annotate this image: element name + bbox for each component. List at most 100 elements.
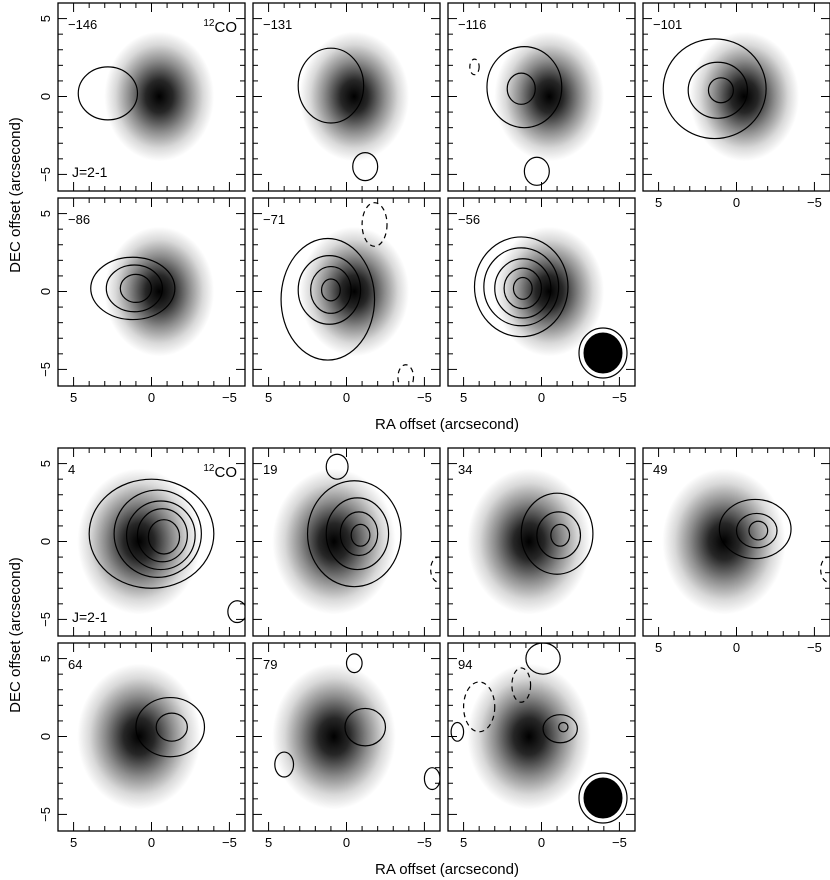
contour-line [320, 278, 341, 302]
y-axis-title-top: DEC offset (arcsecond) [7, 117, 24, 273]
x-tick-label: 5 [70, 835, 77, 850]
x-tick-label: −5 [417, 835, 432, 850]
beam-marker [583, 777, 623, 819]
noise-contour [430, 556, 440, 583]
emission-map [104, 226, 215, 357]
x-tick-label: −5 [612, 835, 627, 850]
x-tick-label: 0 [148, 835, 155, 850]
velocity-label: −146 [68, 17, 97, 32]
y-tick-label: 5 [38, 15, 53, 22]
contour-line [306, 480, 402, 588]
x-tick-label: 0 [733, 195, 740, 210]
noise-contour [450, 721, 465, 742]
contour-line [718, 498, 792, 560]
noise-contour [325, 453, 349, 480]
channel-panel: 94 5 0 −5 [447, 642, 636, 850]
velocity-label: −116 [458, 17, 486, 32]
contour-line [105, 264, 164, 313]
contour-line [155, 712, 188, 742]
contour-line [113, 489, 202, 578]
x-tick-label: 5 [265, 835, 272, 850]
noise-contour [361, 202, 388, 247]
emission-map [272, 468, 396, 615]
channel-panel: −86 5 0 −5 5 0 −5 [38, 197, 246, 405]
y-tick-label: 0 [38, 288, 53, 295]
y-axis-title-bottom: DEC offset (arcsecond) [7, 557, 24, 713]
noise-contour [274, 751, 295, 778]
x-tick-label: 0 [733, 640, 740, 655]
beam-marker [583, 332, 623, 374]
velocity-label: −71 [263, 212, 285, 227]
y-tick-label: −5 [38, 362, 53, 377]
emission-map [77, 468, 201, 615]
velocity-label: 34 [458, 462, 472, 477]
channel-panel: −56 5 0 −5 [447, 197, 636, 405]
channel-panel: 49 5 0 −5 [642, 447, 830, 655]
contour-line [310, 265, 352, 314]
velocity-label: −131 [263, 17, 292, 32]
noise-contour [397, 364, 415, 386]
beam-outline [578, 327, 628, 379]
x-tick-label: −5 [612, 390, 627, 405]
contour-line [473, 236, 569, 338]
x-axis-title-bottom: RA offset (arcsecond) [375, 861, 519, 878]
x-tick-label: 5 [655, 640, 662, 655]
noise-contour [227, 600, 245, 624]
x-tick-label: −5 [222, 390, 237, 405]
emission-map [467, 468, 591, 615]
channel-panel: 79 5 0 −5 [252, 642, 441, 850]
contour-line [550, 523, 571, 547]
contour-line [125, 500, 196, 571]
x-tick-label: 5 [265, 390, 272, 405]
y-tick-label: −5 [38, 807, 53, 822]
channel-panel: −146 12CO J=2-1 5 0 −5 [38, 2, 246, 192]
channel-panel: −116 [447, 2, 636, 192]
x-tick-label: 5 [655, 195, 662, 210]
contour-line [344, 707, 387, 747]
noise-contour [525, 643, 561, 675]
contour-line [297, 255, 362, 325]
y-tick-label: 0 [38, 93, 53, 100]
velocity-label: 79 [263, 657, 277, 672]
contour-line [325, 497, 390, 571]
emission-map [662, 468, 786, 615]
contour-line [520, 492, 594, 575]
noise-contour [511, 667, 532, 703]
molecule-label: 12CO [203, 463, 237, 481]
contour-line [558, 721, 569, 733]
y-tick-label: −5 [38, 612, 53, 627]
contour-line [339, 511, 379, 557]
emission-map [299, 31, 410, 162]
y-tick-label: 5 [38, 460, 53, 467]
velocity-label: 64 [68, 657, 82, 672]
contour-line [135, 696, 206, 758]
channel-panel: −131 [252, 2, 441, 192]
emission-map [104, 31, 215, 162]
x-tick-label: −5 [807, 640, 822, 655]
molecule-label: 12CO [203, 18, 237, 36]
contour-line [662, 38, 767, 140]
noise-contour [523, 156, 550, 186]
emission-map [272, 663, 396, 810]
contour-line [506, 72, 536, 105]
velocity-label: −101 [653, 17, 682, 32]
contour-line [77, 66, 139, 121]
transition-label: J=2-1 [72, 164, 108, 180]
emission-map [689, 31, 800, 162]
channel-panel: 34 [447, 447, 636, 637]
velocity-label: 4 [68, 462, 75, 477]
x-tick-label: 0 [538, 390, 545, 405]
channel-panel: 4 12CO J=2-1 5 0 −5 [38, 447, 246, 637]
contour-line [297, 47, 365, 124]
emission-map [494, 31, 605, 162]
velocity-label: 49 [653, 462, 667, 477]
velocity-label: −56 [458, 212, 480, 227]
x-tick-label: 5 [460, 390, 467, 405]
channel-panel: −101 5 0 −5 [642, 2, 830, 210]
contour-line [147, 519, 181, 555]
x-axis-title-top: RA offset (arcsecond) [375, 416, 519, 433]
velocity-label: −86 [68, 212, 90, 227]
channel-panel: 64 5 0 −5 5 0 −5 [38, 642, 246, 850]
emission-map [467, 663, 591, 810]
